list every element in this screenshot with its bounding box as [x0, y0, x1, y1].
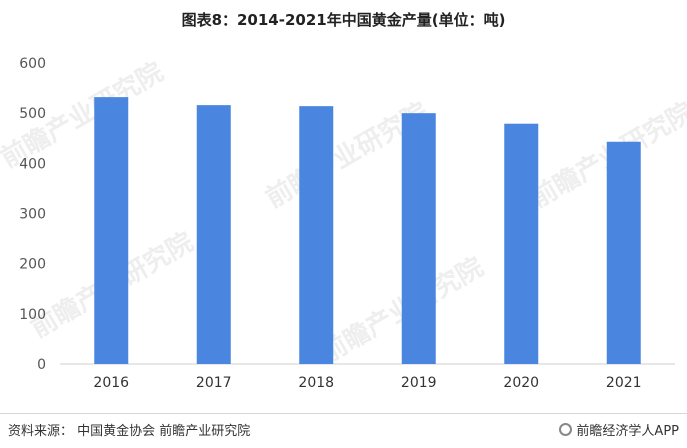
x-tick-label: 2019 — [401, 375, 437, 391]
y-tick-label: 100 — [19, 307, 46, 323]
brand-logo-icon — [559, 423, 573, 436]
x-tick-label: 2018 — [298, 375, 334, 391]
y-tick-label: 0 — [37, 357, 46, 373]
bar — [196, 105, 231, 364]
source-note: 资料来源： 中国黄金协会 前瞻产业研究院 — [8, 424, 251, 439]
y-tick-label: 600 — [19, 56, 46, 72]
y-tick-label: 400 — [19, 156, 46, 172]
bar-chart: 0 100 200 300 400 500 600 2016 2017 2018 2019 2020 2… — [19, 56, 675, 391]
x-tick-label: 2016 — [93, 375, 129, 391]
app-brand-label: 前瞻经济学人APP — [576, 424, 679, 439]
x-tick-label: 2020 — [503, 375, 539, 391]
y-tick-label: 300 — [19, 207, 46, 223]
x-tick-label: 2021 — [606, 375, 642, 391]
bar — [606, 141, 641, 364]
x-tick-label: 2017 — [196, 375, 232, 391]
bar — [299, 106, 334, 364]
footer-divider — [0, 413, 687, 414]
bar — [401, 113, 436, 365]
y-tick-label: 500 — [19, 106, 46, 122]
chart-title: 图表8：2014-2021年中国黄金产量(单位：吨) — [181, 11, 506, 29]
bar — [504, 123, 539, 365]
y-tick-label: 200 — [19, 257, 46, 273]
app-brand: 前瞻经济学人APP — [559, 420, 679, 439]
bar — [94, 97, 129, 364]
